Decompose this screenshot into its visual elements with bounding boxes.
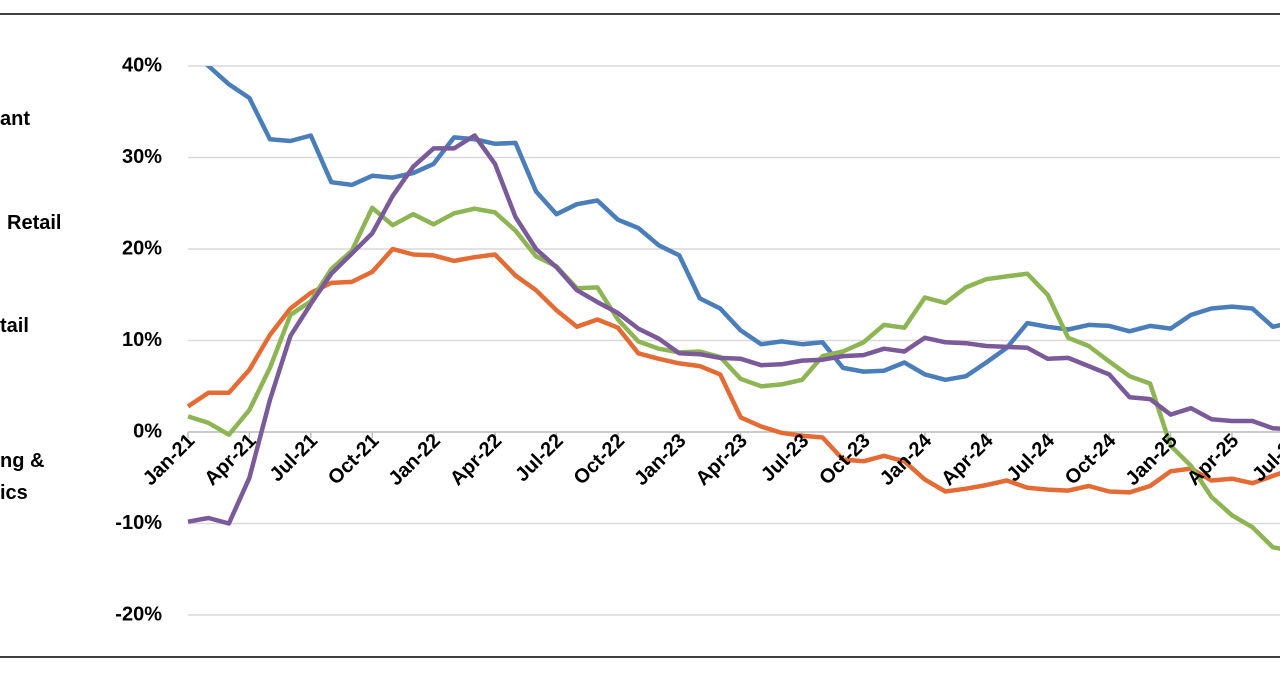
grid xyxy=(187,65,1280,616)
legend-label: ng & ics xyxy=(0,450,44,504)
legend-label: Retail xyxy=(7,212,61,234)
x-tick-label: Jul-23 xyxy=(757,430,813,486)
legend-line: Retail xyxy=(7,212,61,234)
y-tick-label: 0% xyxy=(133,420,162,442)
x-tick-label: Jul-24 xyxy=(1003,429,1060,486)
y-tick-label: -20% xyxy=(115,603,162,625)
plot-lines xyxy=(186,66,1280,551)
y-tick-label: 30% xyxy=(122,146,162,168)
x-tick-label: Oct-21 xyxy=(324,430,384,490)
x-tick-label: Apr-23 xyxy=(692,430,752,490)
legend-label: ant xyxy=(0,108,30,130)
x-tick-label: Jul-21 xyxy=(266,430,322,486)
legend-label: tail xyxy=(0,315,29,337)
series-line xyxy=(187,133,1280,526)
legend-line: ant xyxy=(0,108,30,130)
legend-line: ng & xyxy=(0,450,44,472)
series-line xyxy=(186,246,1280,495)
y-tick-label: 20% xyxy=(122,237,162,259)
x-tick-label: Jan-25 xyxy=(1121,430,1181,490)
legend-line: ics xyxy=(0,482,28,504)
x-tick-label: Jul-22 xyxy=(511,430,567,486)
x-tick-label: Jan-22 xyxy=(385,430,445,490)
x-tick-label: Jan-23 xyxy=(630,430,690,490)
x-tick-label: Apr-22 xyxy=(446,430,506,490)
legend-line: tail xyxy=(0,315,29,337)
y-tick-label: 40% xyxy=(122,54,162,76)
y-tick-label: -10% xyxy=(115,512,162,534)
y-tick-label: 10% xyxy=(122,329,162,351)
x-tick-label: Oct-24 xyxy=(1061,429,1121,489)
x-tick-label: Oct-22 xyxy=(570,430,630,490)
series-line xyxy=(187,205,1280,551)
x-tick-label: Apr-21 xyxy=(200,430,260,490)
x-tick-label: Jul-25 xyxy=(1248,430,1280,486)
series-line xyxy=(205,66,1280,383)
x-tick-label: Apr-24 xyxy=(937,429,998,490)
